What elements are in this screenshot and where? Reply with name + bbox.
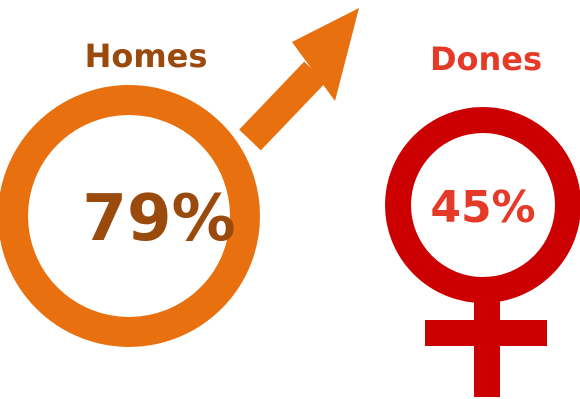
male-arrow-shaft: [239, 61, 326, 151]
male-ring: [0, 85, 260, 347]
female-crossbar: [425, 320, 547, 346]
male-symbol-icon: [0, 8, 359, 347]
category-label-dones: Dones: [430, 40, 542, 78]
category-label-homes: Homes: [85, 37, 208, 75]
male-arrow-head: [292, 8, 359, 101]
value-label-homes: 79%: [82, 182, 235, 256]
female-symbol-icon: [385, 107, 580, 397]
male-group: Homes 79%: [0, 8, 359, 347]
female-group: Dones 45%: [385, 40, 580, 397]
value-label-dones: 45%: [430, 182, 535, 233]
